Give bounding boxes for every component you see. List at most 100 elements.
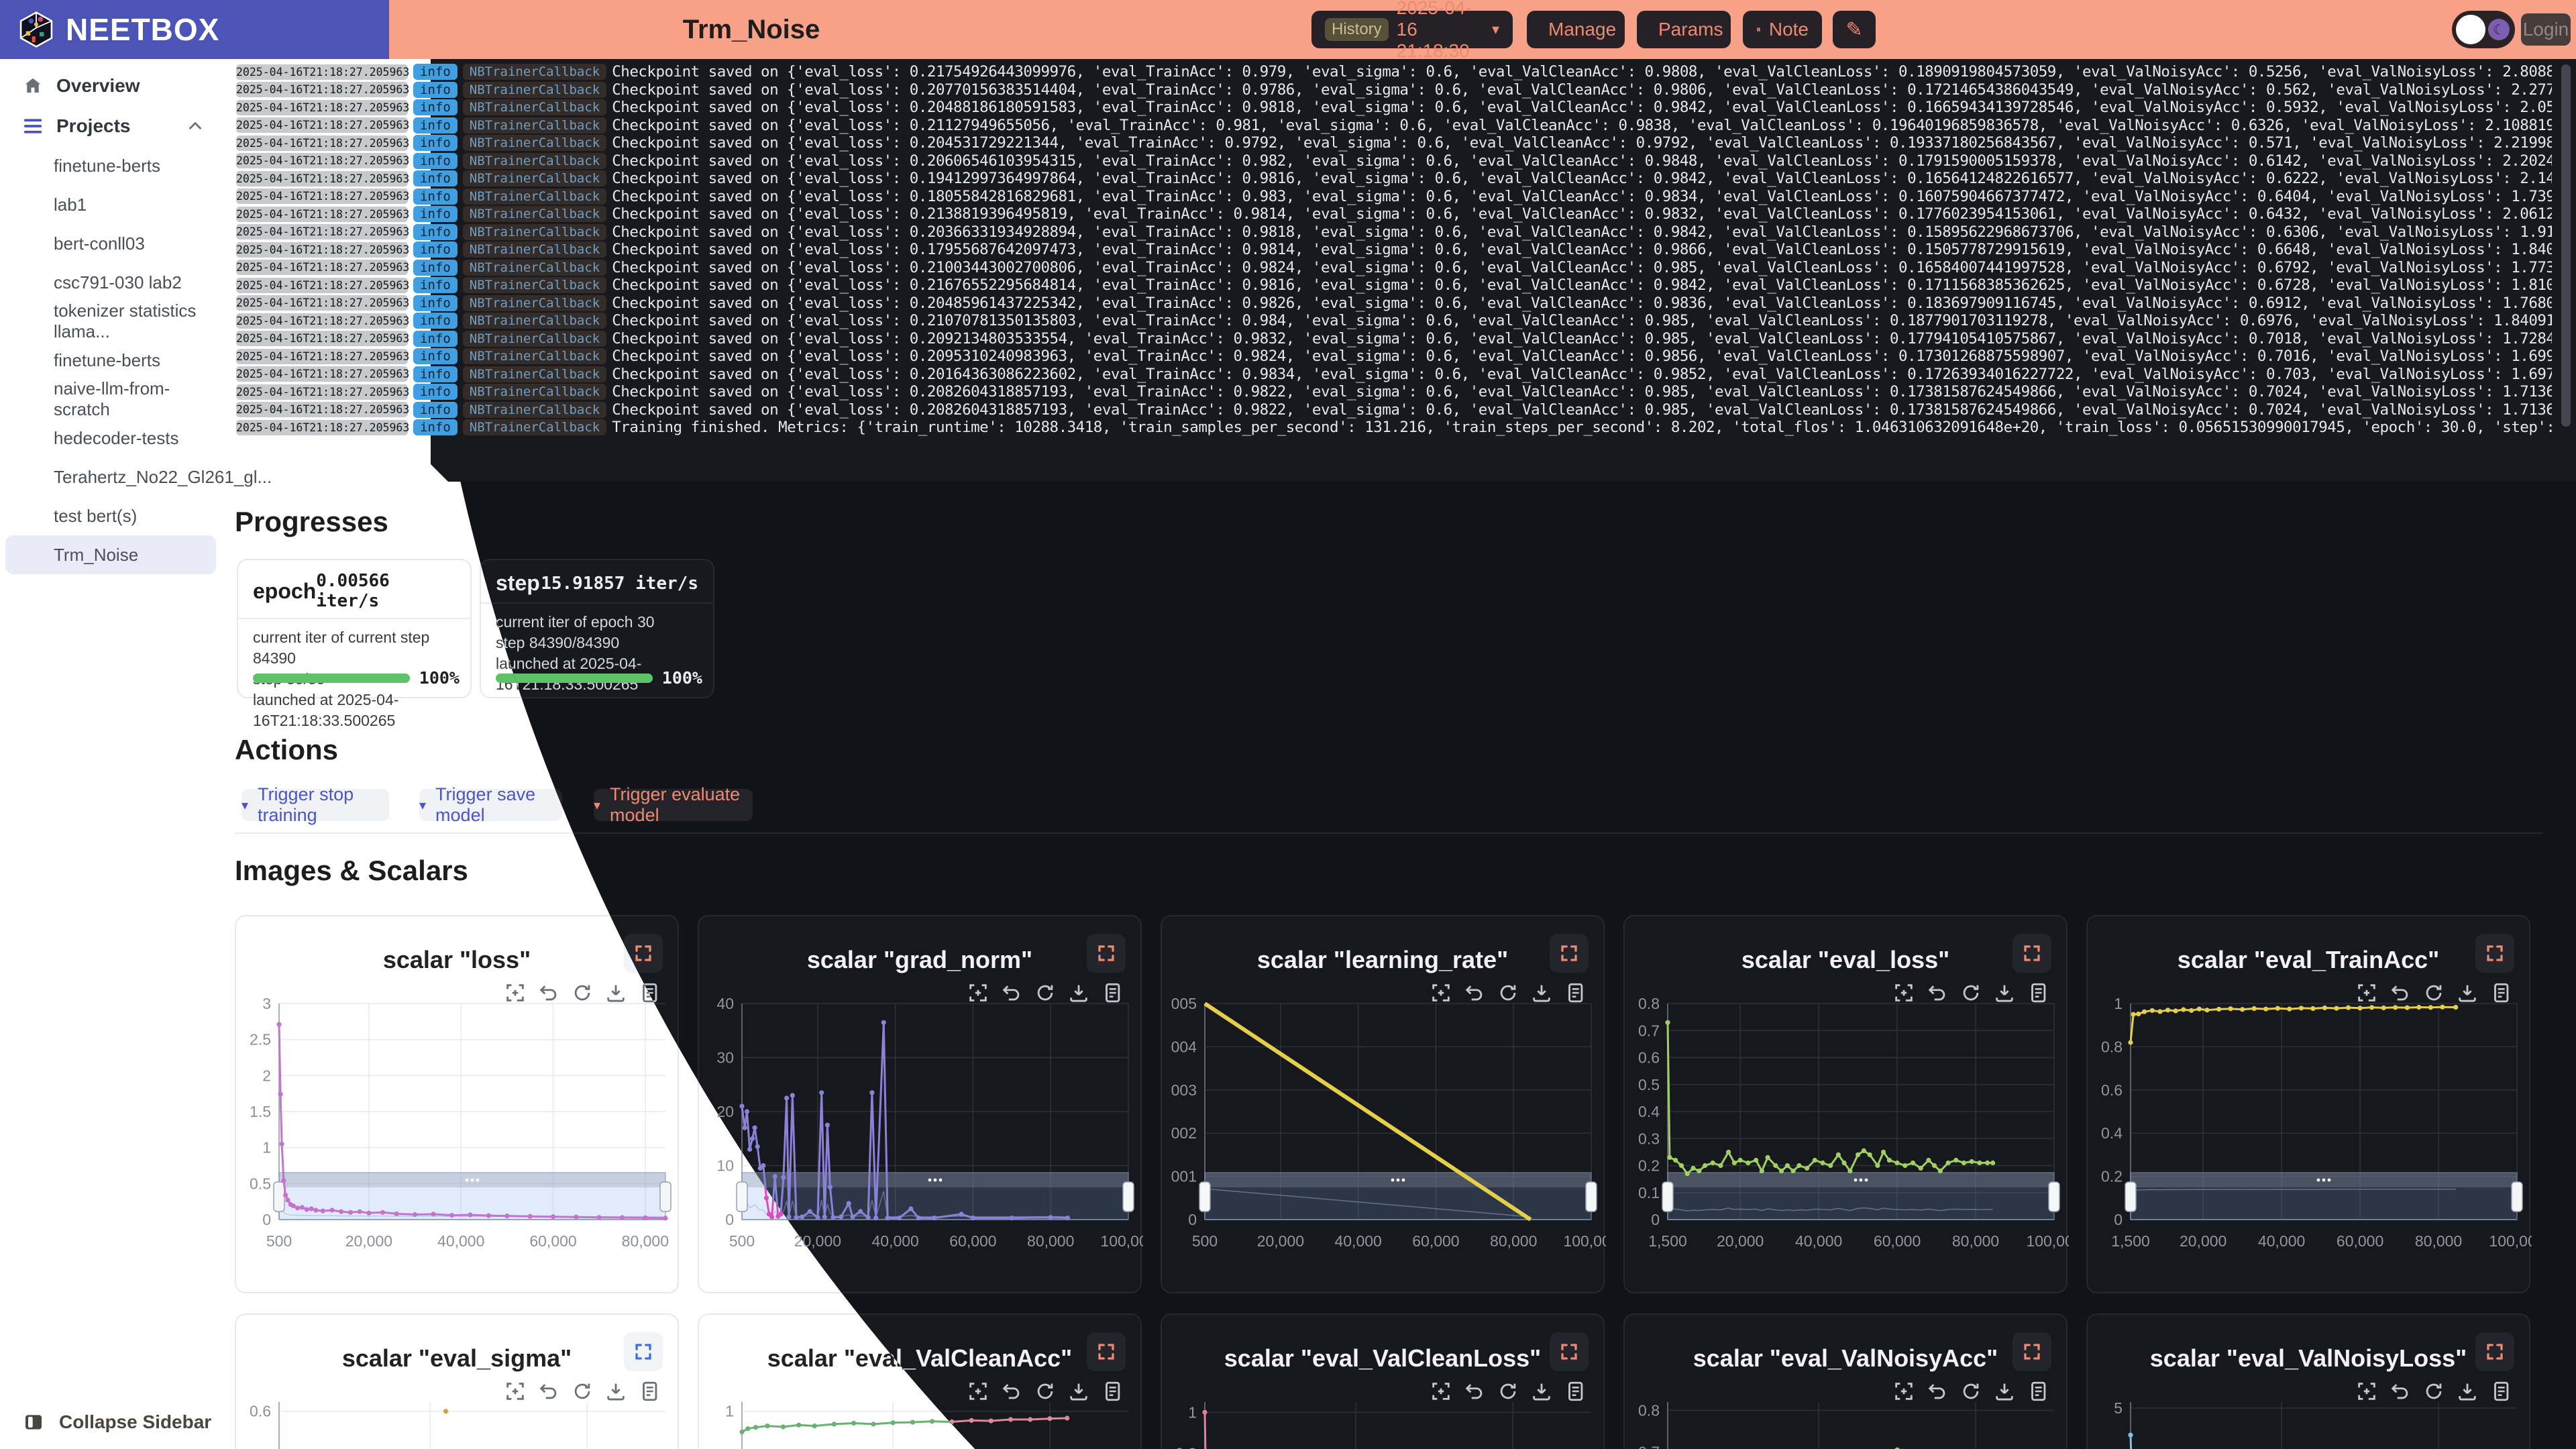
marquee-zoom-icon[interactable] [1892, 1379, 1916, 1403]
undo-icon[interactable] [1462, 1379, 1487, 1403]
download-icon[interactable] [604, 1379, 628, 1403]
download-icon[interactable] [2455, 981, 2479, 1005]
marquee-zoom-icon[interactable] [2355, 981, 2379, 1005]
refresh-icon[interactable] [1959, 981, 1983, 1005]
note-button[interactable]: Note [1743, 11, 1822, 48]
sidebar-item-trm-noise[interactable]: Trm_Noise [5, 535, 216, 574]
marquee-zoom-icon[interactable] [1429, 1379, 1453, 1403]
log-tag-badge: NBTrainerCallback [462, 384, 607, 400]
download-icon[interactable] [1992, 1379, 2017, 1403]
console-scrollbar[interactable] [2561, 64, 2571, 427]
refresh-icon[interactable] [1496, 1379, 1520, 1403]
fullscreen-button[interactable] [2475, 1332, 2514, 1371]
action-button-0[interactable]: ▾Trigger stop training [241, 784, 389, 825]
action-button-2[interactable]: ▾Trigger evaluate model [594, 784, 753, 825]
sidebar-item-naive-llm-from-scratch[interactable]: naive-llm-from-scratch [54, 378, 170, 419]
fullscreen-button[interactable] [1550, 934, 1589, 973]
edit-button[interactable]: ✎ [1833, 11, 1876, 48]
refresh-icon[interactable] [2422, 1379, 2446, 1403]
log-icon[interactable] [1100, 981, 1124, 1005]
log-icon[interactable] [1100, 1379, 1124, 1403]
fullscreen-button[interactable] [2475, 934, 2514, 973]
fullscreen-button[interactable] [1087, 1332, 1126, 1371]
logo-band[interactable]: NEETBOX [0, 0, 389, 59]
log-icon[interactable] [2026, 981, 2050, 1005]
sidebar-item-finetune-berts[interactable]: finetune-berts [54, 350, 160, 370]
log-level-badge: info [413, 99, 458, 116]
undo-icon[interactable] [2388, 1379, 2412, 1403]
sidebar-item-bert-conll03[interactable]: bert-conll03 [54, 233, 145, 254]
fullscreen-button[interactable] [1087, 934, 1126, 973]
refresh-icon[interactable] [1033, 981, 1057, 1005]
log-icon[interactable] [1563, 981, 1587, 1005]
marquee-zoom-icon[interactable] [1429, 981, 1453, 1005]
fullscreen-button[interactable] [2012, 934, 2051, 973]
log-icon[interactable] [1563, 1379, 1587, 1403]
sidebar-item-hedecoder-tests[interactable]: hedecoder-tests [54, 427, 179, 448]
manage-button[interactable]: Manage [1527, 11, 1625, 48]
sidebar-group-projects[interactable]: Projects [0, 106, 221, 146]
sidebar-item-lab1[interactable]: lab1 [54, 194, 87, 215]
log-tag-badge: NBTrainerCallback [462, 401, 607, 418]
log-row: 2025-04-16T21:18:27.205963 info NBTrainerC… [236, 99, 2552, 117]
sidebar-item-overview[interactable]: Overview [0, 66, 221, 106]
download-icon[interactable] [1992, 981, 2017, 1005]
refresh-icon[interactable] [570, 981, 594, 1005]
theme-toggle[interactable]: ☾ [2452, 11, 2515, 48]
log-tag-badge: NBTrainerCallback [462, 419, 607, 436]
download-icon[interactable] [1067, 981, 1091, 1005]
undo-icon[interactable] [537, 981, 561, 1005]
progress-percent: 100% [661, 668, 702, 688]
download-icon[interactable] [1529, 981, 1554, 1005]
fullscreen-button[interactable] [2012, 1332, 2051, 1371]
chart-title: scalar "grad_norm" [806, 946, 1033, 973]
undo-icon[interactable] [1925, 981, 1949, 1005]
params-button[interactable]: Params [1637, 11, 1731, 48]
log-tag-badge: NBTrainerCallback [462, 64, 607, 80]
marquee-zoom-icon[interactable] [966, 981, 990, 1005]
log-icon[interactable] [2026, 1379, 2050, 1403]
svg-text:001: 001 [1171, 1168, 1197, 1185]
marquee-zoom-icon[interactable] [503, 1379, 527, 1403]
log-icon[interactable] [2489, 981, 2513, 1005]
download-icon[interactable] [1529, 1379, 1554, 1403]
log-level-badge: info [413, 206, 458, 223]
refresh-icon[interactable] [1959, 1379, 1983, 1403]
fullscreen-button[interactable] [1550, 1332, 1589, 1371]
undo-icon[interactable] [1925, 1379, 1949, 1403]
log-icon[interactable] [2489, 1379, 2513, 1403]
sidebar-item-finetune-berts[interactable]: finetune-berts [54, 155, 160, 176]
marquee-zoom-icon[interactable] [503, 981, 527, 1005]
sidebar-item-tokenizer-statistics-llama-[interactable]: tokenizer statistics llama... [54, 301, 197, 341]
moon-icon: ☾ [2488, 19, 2510, 40]
sidebar-item-test-bert-s-[interactable]: test bert(s) [54, 505, 138, 526]
undo-icon[interactable] [1462, 981, 1487, 1005]
refresh-icon[interactable] [570, 1379, 594, 1403]
refresh-icon[interactable] [2422, 981, 2446, 1005]
refresh-icon[interactable] [1496, 981, 1520, 1005]
login-button[interactable]: Login [2521, 13, 2571, 46]
marquee-zoom-icon[interactable] [966, 1379, 990, 1403]
log-icon[interactable] [637, 1379, 661, 1403]
logo-text: NEETBOX [66, 12, 220, 47]
refresh-icon[interactable] [1033, 1379, 1057, 1403]
download-icon[interactable] [1067, 1379, 1091, 1403]
chart-toolbar [1892, 981, 2050, 1005]
marquee-zoom-icon[interactable] [2355, 1379, 2379, 1403]
undo-icon[interactable] [2388, 981, 2412, 1005]
history-dropdown[interactable]: History 2025-04-16 21:18:30 ▾ [1311, 0, 1513, 61]
action-button-1[interactable]: ▾Trigger save model [419, 784, 562, 825]
download-icon[interactable] [604, 981, 628, 1005]
collapse-sidebar-button[interactable]: Collapse Sidebar [23, 1411, 211, 1433]
sidebar-item-csc791-030-lab2[interactable]: csc791-030 lab2 [54, 272, 182, 292]
download-icon[interactable] [2455, 1379, 2479, 1403]
undo-icon[interactable] [537, 1379, 561, 1403]
log-row: 2025-04-16T21:18:27.205963 info NBTrainerC… [236, 63, 2552, 81]
undo-icon[interactable] [1000, 981, 1024, 1005]
svg-text:1.5: 1.5 [250, 1103, 271, 1120]
undo-icon[interactable] [1000, 1379, 1024, 1403]
fullscreen-button[interactable] [624, 1332, 663, 1371]
marquee-zoom-icon[interactable] [1892, 981, 1916, 1005]
sidebar-item-terahertz-no22-gl261-gl-[interactable]: Terahertz_No22_Gl261_gl... [54, 466, 272, 487]
log-timestamp: 2025-04-16T21:18:27.205963 [236, 277, 410, 293]
